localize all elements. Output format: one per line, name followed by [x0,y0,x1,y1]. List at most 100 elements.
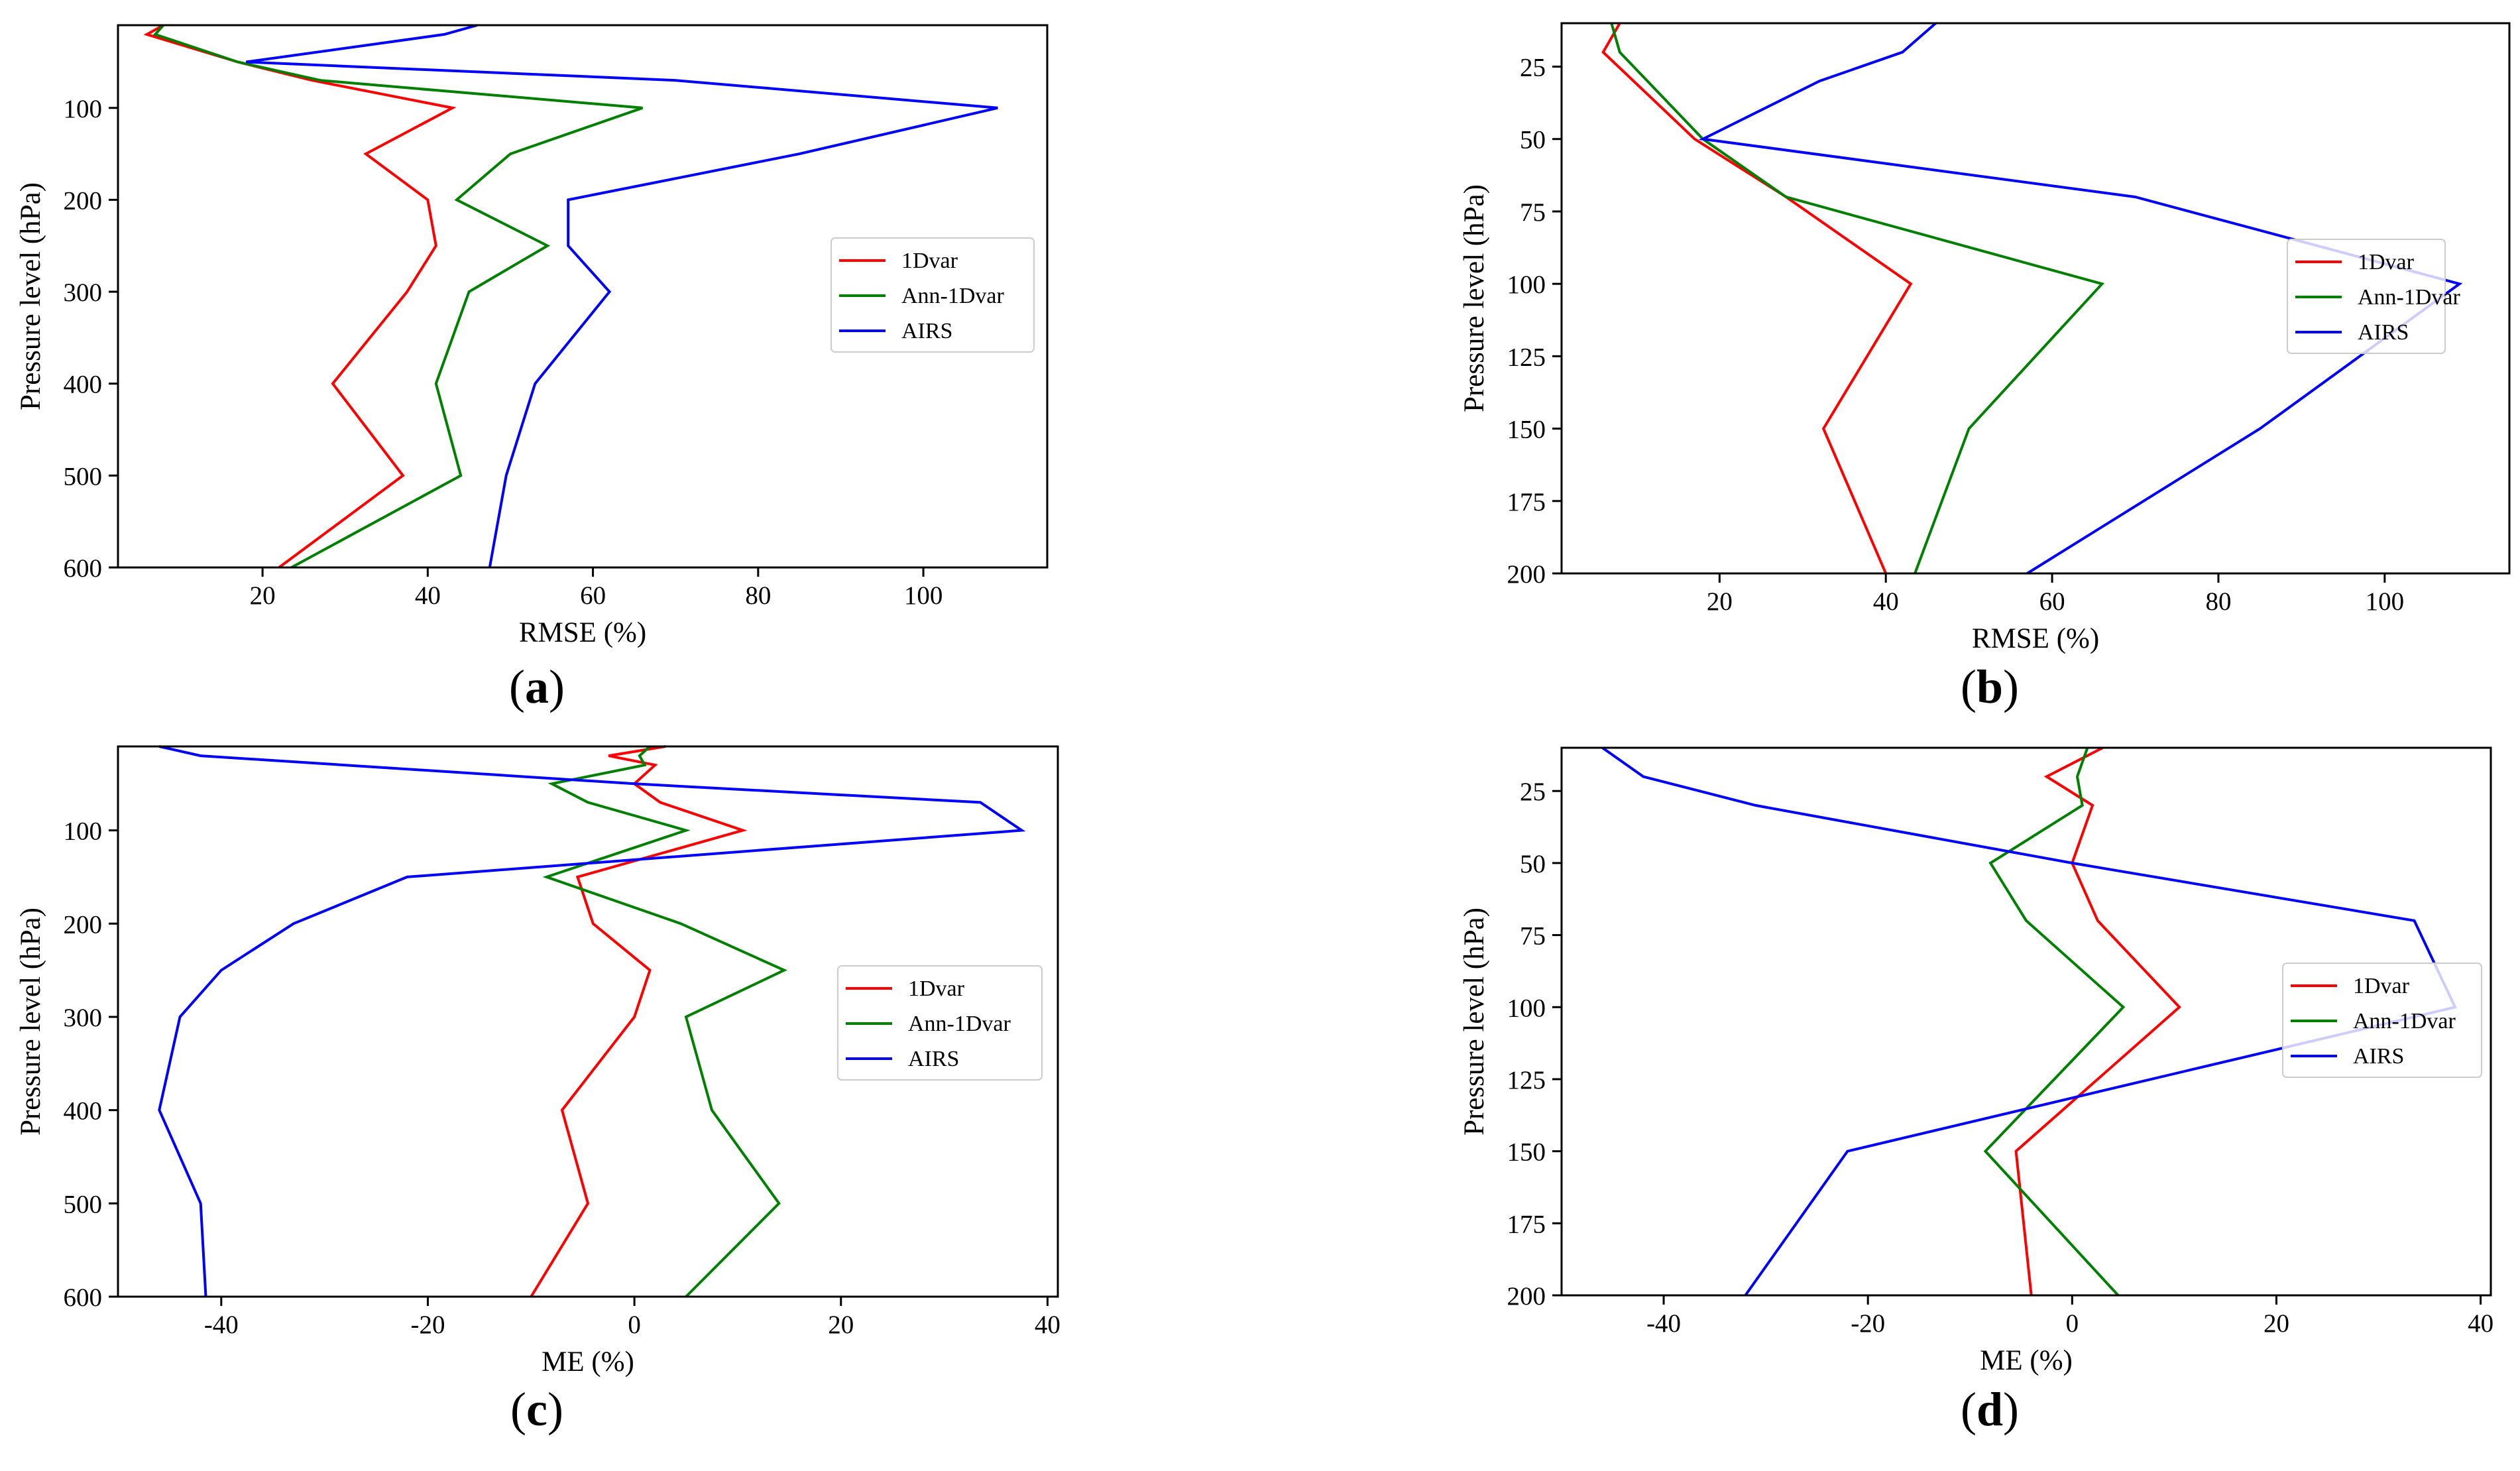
legend-label-ann: Ann-1Dvar [901,284,1005,308]
panel-label: (a) [509,660,565,713]
x-tick-label: 40 [415,581,441,610]
y-tick-label: 600 [64,554,103,583]
legend-label-ann: Ann-1Dvar [2353,1009,2456,1033]
legend-label-ann: Ann-1Dvar [2358,285,2461,310]
y-tick-label: 500 [64,462,103,491]
y-tick-label: 200 [1507,1282,1546,1311]
y-tick-label: 25 [1520,778,1546,806]
series-line-ann [152,24,644,569]
series-line-ann [542,745,787,1298]
y-tick-label: 300 [64,1004,103,1032]
y-axis-title: Pressure level (hPa) [15,182,46,410]
x-tick-label: 20 [2263,1309,2289,1338]
legend-label-airs: AIRS [908,1047,959,1071]
x-axis-title: ME (%) [542,1346,634,1378]
legend-label-1dvar: 1Dvar [2358,250,2415,274]
legend-box [2287,239,2446,354]
legend-label-1dvar: 1Dvar [2353,974,2410,998]
x-tick-label: 100 [904,581,943,610]
panel-label: (c) [510,1383,563,1436]
x-tick-label: 60 [2039,587,2065,616]
x-axis-title: ME (%) [1980,1345,2073,1376]
legend-label-airs: AIRS [2358,320,2409,345]
x-tick-label: -40 [1646,1309,1681,1338]
series-line-1dvar [143,24,457,569]
x-tick-label: 80 [745,581,771,610]
x-axis-title: RMSE (%) [519,617,646,648]
x-tick-label: 20 [828,1311,854,1339]
plot-frame [1560,746,2492,1297]
legend-label-airs: AIRS [2353,1044,2404,1069]
series-line-airs [1698,22,2463,575]
series-line-ann [1610,23,2105,574]
legend-box [2282,963,2482,1078]
series-line-ann [1983,747,2126,1297]
plot-frame [117,745,1059,1298]
y-tick-label: 125 [1507,343,1546,371]
x-tick-label: -20 [410,1311,445,1339]
panel-letter: a [525,660,549,713]
legend: 1Dvar Ann-1Dvar AIRS [2287,239,2461,354]
legend-label-ann: Ann-1Dvar [908,1012,1011,1036]
y-tick-label: 75 [1520,922,1546,951]
panel-c: -40 -20 0 20 40 100 200 300 400 500 600 ME (%) Press… [15,745,1060,1436]
legend-label-1dvar: 1Dvar [908,976,965,1001]
x-tick-label: 20 [250,581,276,610]
y-tick-label: 100 [1507,270,1546,299]
y-axis-title: Pressure level (hPa) [1459,184,1490,412]
x-tick-label: 0 [628,1311,641,1339]
panel-letter: c [526,1383,547,1436]
x-tick-label: 40 [2468,1309,2493,1338]
y-tick-label: 75 [1520,198,1546,227]
legend-label-1dvar: 1Dvar [901,249,958,273]
y-tick-label: 200 [64,186,103,215]
legend-box [830,237,1035,353]
x-tick-label: 0 [2066,1309,2079,1338]
y-tick-label: 150 [1507,1138,1546,1167]
x-tick-label: 40 [1873,587,1899,616]
y-tick-label: 175 [1507,1210,1546,1238]
y-tick-label: 100 [64,817,103,846]
panel-a: 20 40 60 80 100 100 200 300 400 500 600 RMSE (%) Pre… [15,24,1049,713]
y-tick-label: 50 [1520,126,1546,154]
y-tick-label: 125 [1507,1066,1546,1094]
y-tick-label: 25 [1520,54,1546,82]
y-tick-label: 175 [1507,488,1546,516]
y-tick-label: 400 [64,371,103,399]
legend: 1Dvar Ann-1Dvar AIRS [837,965,1043,1081]
y-tick-label: 300 [64,278,103,307]
x-tick-label: 60 [580,581,606,610]
x-axis-title: RMSE (%) [1972,623,2099,654]
y-tick-label: 50 [1520,850,1546,878]
legend: 1Dvar Ann-1Dvar AIRS [830,237,1035,353]
legend: 1Dvar Ann-1Dvar AIRS [2282,963,2482,1078]
legend-label-airs: AIRS [901,319,952,343]
y-tick-label: 150 [1507,416,1546,444]
x-tick-label: 80 [2205,587,2231,616]
y-axis-title: Pressure level (hPa) [1459,908,1490,1136]
series-line-1dvar [1601,23,1913,574]
y-tick-label: 200 [64,910,103,939]
plot-frame [1560,22,2511,575]
plot-frame [117,24,1049,569]
x-tick-label: -20 [1851,1309,1885,1338]
series-line-1dvar [530,745,748,1298]
panel-b: 20 40 60 80 100 25 50 75 100 125 150 175 200 RMSE (%)… [1459,22,2511,713]
panel-d: -40 -20 0 20 40 25 50 75 100 125 150 175 200 ME (%) Pr… [1459,746,2493,1436]
legend-box [837,965,1043,1081]
x-tick-label: 20 [1707,587,1733,616]
series-line-airs [158,745,1026,1297]
y-axis-title: Pressure level (hPa) [15,908,46,1136]
y-tick-label: 100 [1507,994,1546,1022]
y-tick-label: 400 [64,1097,103,1126]
y-tick-label: 600 [64,1283,103,1312]
panel-letter: d [1976,1383,2003,1436]
x-tick-label: 100 [2366,587,2405,616]
y-tick-label: 500 [64,1190,103,1218]
series-line-airs [245,24,998,568]
panel-letter: b [1976,660,2003,713]
series-line-airs [1601,746,2457,1297]
y-tick-label: 100 [64,95,103,123]
x-tick-label: -40 [204,1311,239,1339]
